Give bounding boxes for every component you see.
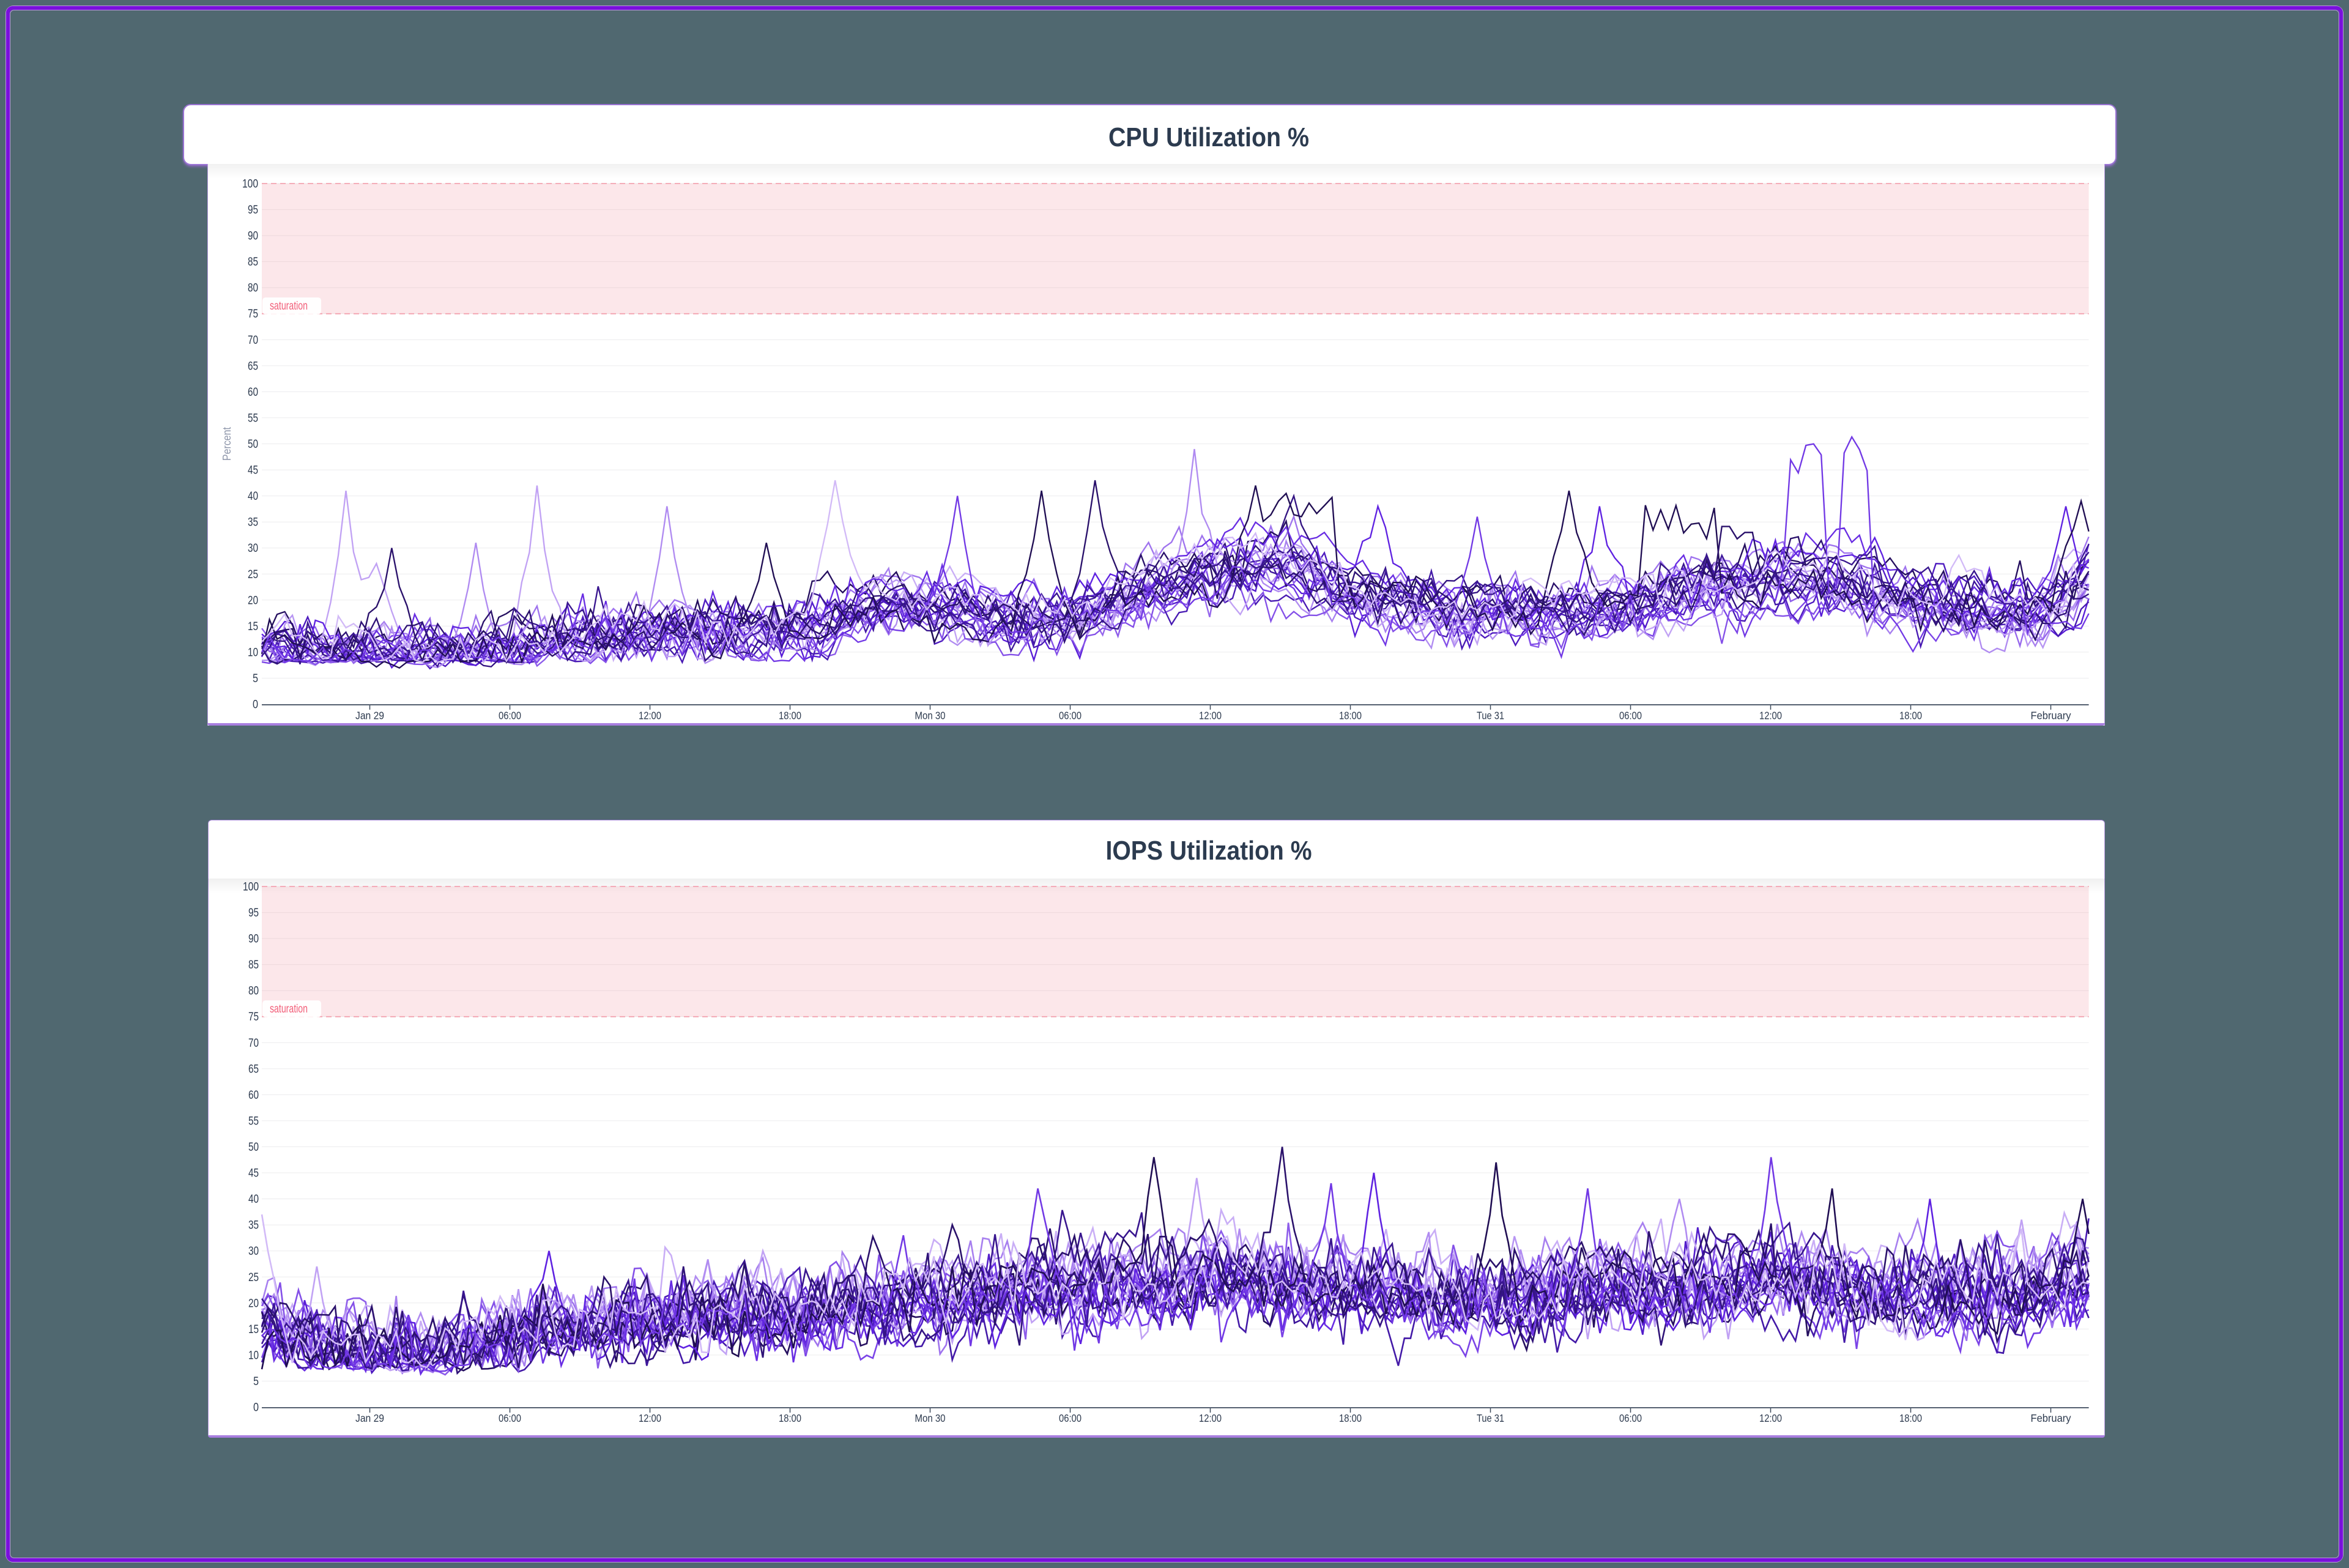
svg-text:35: 35 — [248, 1219, 259, 1232]
svg-text:75: 75 — [248, 1010, 259, 1024]
svg-text:75: 75 — [248, 307, 258, 321]
svg-text:February: February — [2031, 1412, 2071, 1424]
svg-text:06:00: 06:00 — [1059, 1412, 1082, 1424]
svg-text:50: 50 — [248, 437, 258, 451]
svg-text:12:00: 12:00 — [1199, 710, 1222, 722]
svg-text:18:00: 18:00 — [779, 1412, 801, 1424]
svg-text:85: 85 — [248, 958, 259, 972]
svg-text:90: 90 — [248, 932, 259, 946]
svg-text:Tue 31: Tue 31 — [1477, 710, 1504, 722]
svg-text:06:00: 06:00 — [499, 1412, 521, 1424]
svg-text:85: 85 — [248, 255, 258, 269]
svg-text:12:00: 12:00 — [639, 710, 661, 722]
svg-text:18:00: 18:00 — [779, 710, 801, 722]
svg-text:18:00: 18:00 — [1339, 710, 1362, 722]
svg-text:15: 15 — [248, 1323, 259, 1336]
svg-text:06:00: 06:00 — [1059, 710, 1082, 722]
svg-text:Mon 30: Mon 30 — [915, 1412, 946, 1424]
svg-text:15: 15 — [248, 620, 258, 633]
svg-text:February: February — [2031, 710, 2071, 722]
svg-text:25: 25 — [248, 1271, 259, 1284]
svg-text:0: 0 — [253, 1401, 259, 1414]
svg-text:12:00: 12:00 — [639, 1412, 661, 1424]
svg-text:12:00: 12:00 — [1759, 710, 1782, 722]
svg-text:5: 5 — [253, 1375, 259, 1388]
svg-text:CPU Utilization %: CPU Utilization % — [1108, 122, 1309, 152]
svg-text:65: 65 — [248, 359, 258, 373]
svg-text:60: 60 — [248, 1088, 259, 1102]
svg-text:100: 100 — [243, 880, 259, 894]
svg-text:100: 100 — [242, 177, 258, 191]
svg-text:95: 95 — [248, 203, 258, 217]
svg-text:Jan 29: Jan 29 — [355, 710, 384, 722]
svg-text:06:00: 06:00 — [1619, 710, 1642, 722]
svg-text:12:00: 12:00 — [1759, 1412, 1782, 1424]
svg-text:55: 55 — [248, 1114, 259, 1128]
svg-text:Tue 31: Tue 31 — [1477, 1412, 1504, 1424]
svg-text:10: 10 — [248, 1348, 259, 1362]
svg-text:45: 45 — [248, 1167, 259, 1180]
svg-text:0: 0 — [253, 698, 258, 712]
svg-text:70: 70 — [248, 333, 258, 347]
svg-text:saturation: saturation — [270, 299, 308, 313]
svg-text:40: 40 — [248, 489, 258, 503]
svg-text:70: 70 — [248, 1036, 259, 1050]
svg-text:12:00: 12:00 — [1199, 1412, 1222, 1424]
svg-text:90: 90 — [248, 229, 258, 243]
svg-text:40: 40 — [248, 1192, 259, 1206]
svg-text:60: 60 — [248, 385, 258, 399]
svg-text:30: 30 — [248, 541, 258, 555]
svg-text:45: 45 — [248, 464, 258, 477]
svg-text:10: 10 — [248, 645, 258, 659]
svg-text:5: 5 — [253, 672, 258, 685]
svg-text:IOPS Utilization %: IOPS Utilization % — [1106, 836, 1312, 866]
svg-text:50: 50 — [248, 1140, 259, 1154]
svg-text:06:00: 06:00 — [1619, 1412, 1642, 1424]
svg-text:18:00: 18:00 — [1899, 710, 1922, 722]
svg-text:30: 30 — [248, 1244, 259, 1258]
svg-text:55: 55 — [248, 411, 258, 425]
svg-text:Jan 29: Jan 29 — [355, 1412, 384, 1424]
svg-text:95: 95 — [248, 906, 259, 920]
svg-text:06:00: 06:00 — [499, 710, 521, 722]
svg-text:20: 20 — [248, 1296, 259, 1310]
svg-text:35: 35 — [248, 516, 258, 529]
svg-text:20: 20 — [248, 593, 258, 607]
svg-text:65: 65 — [248, 1062, 259, 1076]
svg-text:18:00: 18:00 — [1899, 1412, 1922, 1424]
svg-text:Percent: Percent — [221, 427, 233, 461]
svg-text:saturation: saturation — [270, 1002, 308, 1016]
svg-text:Mon 30: Mon 30 — [915, 710, 946, 722]
svg-text:80: 80 — [248, 984, 259, 998]
svg-text:25: 25 — [248, 568, 258, 581]
svg-text:18:00: 18:00 — [1339, 1412, 1362, 1424]
svg-text:80: 80 — [248, 281, 258, 295]
